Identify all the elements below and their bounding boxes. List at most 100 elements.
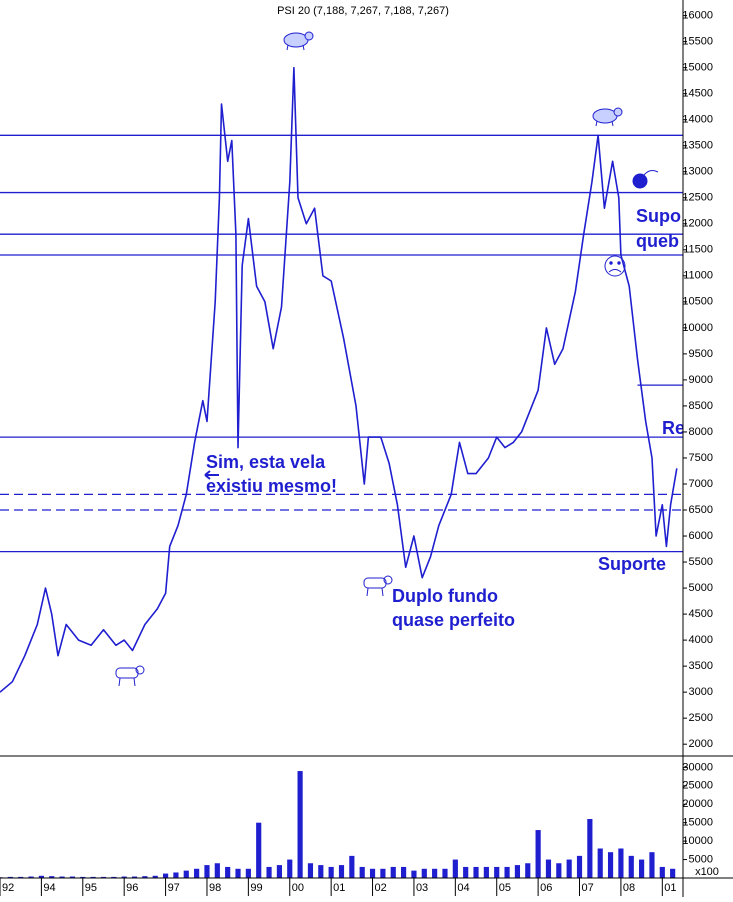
volume-bar [183,870,189,878]
volume-bar [390,866,396,878]
volume-bar [401,866,407,878]
volume-bar [525,863,531,878]
y-tick-label: 14000 [682,114,713,126]
volume-bar [121,876,127,878]
annotation: Supo [636,206,681,226]
volume-bar [597,848,603,878]
volume-bar [69,876,76,878]
volume-bar [535,830,541,878]
y-tick-label: 2000 [689,738,713,750]
volume-bar [380,868,386,878]
volume-y-tick-label: 15000 [682,817,713,829]
volume-unit: x100 [695,866,719,878]
bull-icon [115,665,145,687]
annotation: existiu mesmo! [206,476,337,496]
volume-bar [297,771,303,878]
y-tick-label: 9000 [689,374,713,386]
x-tick-label: 94 [43,882,55,894]
x-tick-label: 97 [168,882,180,894]
x-tick-label: 03 [416,882,428,894]
x-tick-label: 05 [499,882,511,894]
volume-bar [463,866,469,878]
x-tick-label: 01 [333,882,345,894]
volume-bar [111,876,117,878]
y-tick-label: 13000 [682,166,713,178]
volume-bar [576,855,583,878]
volume-bar [318,865,324,878]
y-tick-label: 4500 [689,608,713,620]
volume-bar [411,870,417,878]
volume-y-tick-label: 25000 [682,780,713,792]
volume-bar [162,873,169,878]
volume-bar [618,848,624,878]
x-tick-label: 07 [582,882,594,894]
volume-bar [432,868,438,878]
y-tick-label: 6500 [689,504,713,516]
volume-bar [142,876,148,878]
y-tick-label: 10500 [682,296,713,308]
annotation: queb [636,231,679,251]
y-tick-label: 7000 [689,478,713,490]
volume-bar [287,859,293,878]
volume-bar [18,876,24,878]
y-tick-label: 8000 [689,426,713,438]
y-tick-label: 12000 [682,218,713,230]
volume-bar [173,872,179,878]
volume-bar [276,865,282,878]
x-tick-label: 02 [375,882,387,894]
annotation: Sim, esta vela [206,452,326,472]
volume-bar [245,868,251,878]
bear-icon [283,31,314,51]
volume-bar [670,868,676,878]
y-tick-label: 11000 [683,270,713,282]
y-tick-label: 6000 [689,530,713,542]
plot-area: Sim, esta vela existiu mesmo! Duplo fundo q… [0,66,685,878]
volume-bar [49,876,55,878]
y-tick-label: 9500 [689,348,713,360]
volume-bar [659,866,665,878]
volume-bar [504,866,510,878]
volume-y-tick-label: 5000 [689,853,713,865]
volume-bar [442,868,448,878]
x-tick-label: 98 [209,882,221,894]
x-tick-label: 06 [540,882,552,894]
y-tick-label: 3500 [689,660,713,672]
bear-icon [592,107,623,127]
volume-bar [28,876,34,878]
x-tick-label: 92 [2,882,14,894]
y-tick-label: 16000 [682,10,713,22]
y-tick-label: 13500 [682,140,713,152]
y-tick-label: 4000 [689,634,713,646]
volume-bar [649,852,655,878]
volume-bar [514,865,521,878]
y-tick-label: 5500 [689,556,713,568]
volume-bar [214,863,220,878]
volume-bar [452,859,458,878]
volume-bar [256,822,262,878]
volume-bar [90,876,96,878]
icons [115,31,659,687]
volume-bar [628,855,634,878]
volume-bar [204,865,210,878]
volume-bar [235,868,241,878]
y-tick-label: 3000 [689,686,713,698]
bomb-icon [632,170,659,189]
sad-face-icon [604,255,626,277]
price-line [0,66,678,693]
volume-bar [483,866,489,878]
volume-bar [587,819,593,878]
volume-bar [556,863,562,878]
volume-bar [194,868,200,878]
y-tick-label: 15500 [682,36,713,48]
volume-bar [338,865,345,878]
volume-bar [639,859,645,878]
x-tick-label: 99 [250,882,262,894]
y-tick-label: 11500 [683,244,713,256]
volume-bar [80,876,86,878]
volume-y-tick-label: 30000 [682,761,713,773]
volume-y-tick-label: 20000 [682,798,713,810]
annotation: Re [662,418,685,438]
chart-title: PSI 20 (7,188, 7,267, 7,188, 7,267) [277,5,449,17]
